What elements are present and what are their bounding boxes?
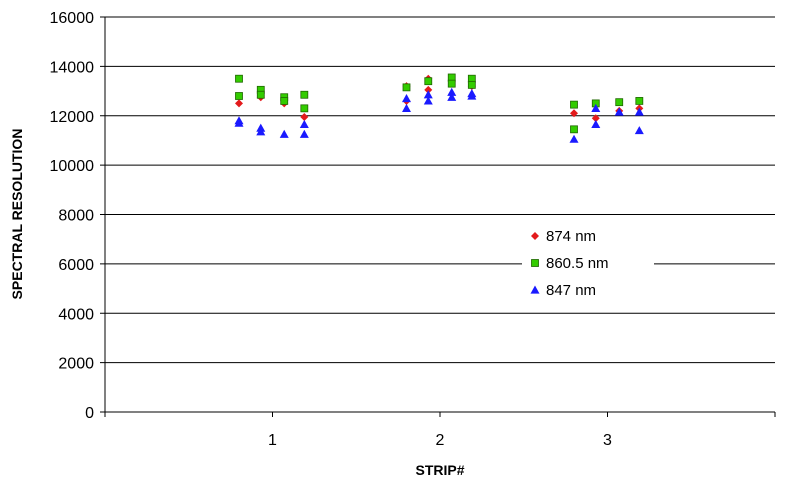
data-point <box>635 97 644 105</box>
legend: 874 nm 860.5 nm 847 nm <box>522 217 654 303</box>
legend-label: 847 nm <box>546 282 596 299</box>
legend-items: 874 nm 860.5 nm 847 nm <box>530 228 609 299</box>
data-point <box>235 99 243 108</box>
y-tick-label: 0 <box>85 405 94 422</box>
data-point <box>615 98 624 107</box>
data-point <box>235 92 243 100</box>
data-point <box>424 77 433 86</box>
data-point <box>614 107 624 116</box>
y-tick-label: 6000 <box>58 257 94 274</box>
y-tick-label: 2000 <box>58 356 94 373</box>
data-point <box>256 127 266 136</box>
data-point <box>280 97 289 105</box>
legend-label: 860.5 nm <box>546 255 609 272</box>
x-tick-label: 2 <box>436 432 445 449</box>
data-point <box>300 104 309 113</box>
data-point <box>279 129 289 138</box>
series-874-nm <box>235 74 644 123</box>
gridlines <box>105 16 775 364</box>
y-tick-label: 16000 <box>50 10 95 27</box>
data-point <box>299 119 309 128</box>
y-tick-label: 10000 <box>50 158 95 175</box>
data-point <box>447 79 456 88</box>
series-847-nm <box>234 87 644 143</box>
data-point <box>467 89 477 98</box>
x-tick-label: 3 <box>603 432 612 449</box>
data-point <box>402 93 411 103</box>
y-tick-label: 8000 <box>58 208 94 225</box>
data-point <box>423 96 433 105</box>
y-axis-title: SPECTRAL RESOLUTION <box>9 129 25 300</box>
data-point <box>634 107 644 116</box>
x-tick-labels: 1 2 3 <box>104 412 776 449</box>
legend-box <box>522 217 654 303</box>
legend-marker-triangle <box>530 285 540 294</box>
data-point <box>570 109 578 118</box>
x-axis-title: STRIP# <box>415 462 464 478</box>
data-points <box>234 73 644 143</box>
data-point <box>235 74 243 83</box>
data-point <box>570 100 578 109</box>
legend-label: 874 nm <box>546 228 596 245</box>
data-point <box>299 129 309 138</box>
legend-marker-diamond <box>531 232 539 240</box>
y-tick-label: 4000 <box>58 306 94 323</box>
data-point <box>300 90 309 99</box>
data-point <box>402 103 411 112</box>
y-tick-label: 14000 <box>50 59 95 76</box>
data-point <box>256 90 265 99</box>
data-point <box>300 112 309 121</box>
data-point <box>447 87 457 96</box>
data-point <box>591 119 601 128</box>
y-tick-label: 12000 <box>50 109 95 126</box>
data-point <box>423 90 433 99</box>
data-point <box>402 83 411 92</box>
x-tick-label: 1 <box>268 432 277 449</box>
data-point <box>591 114 600 123</box>
data-point <box>569 134 579 143</box>
data-point <box>570 125 578 134</box>
data-point <box>447 92 457 101</box>
data-point <box>424 85 433 94</box>
legend-marker-square <box>531 259 539 267</box>
data-point <box>234 118 244 127</box>
data-point <box>591 103 601 112</box>
data-point <box>634 126 644 135</box>
data-point <box>467 80 476 89</box>
series-860-5-nm <box>235 73 644 134</box>
y-tick-labels: 0 2000 4000 6000 8000 10000 12000 14000 16000 <box>50 10 105 422</box>
